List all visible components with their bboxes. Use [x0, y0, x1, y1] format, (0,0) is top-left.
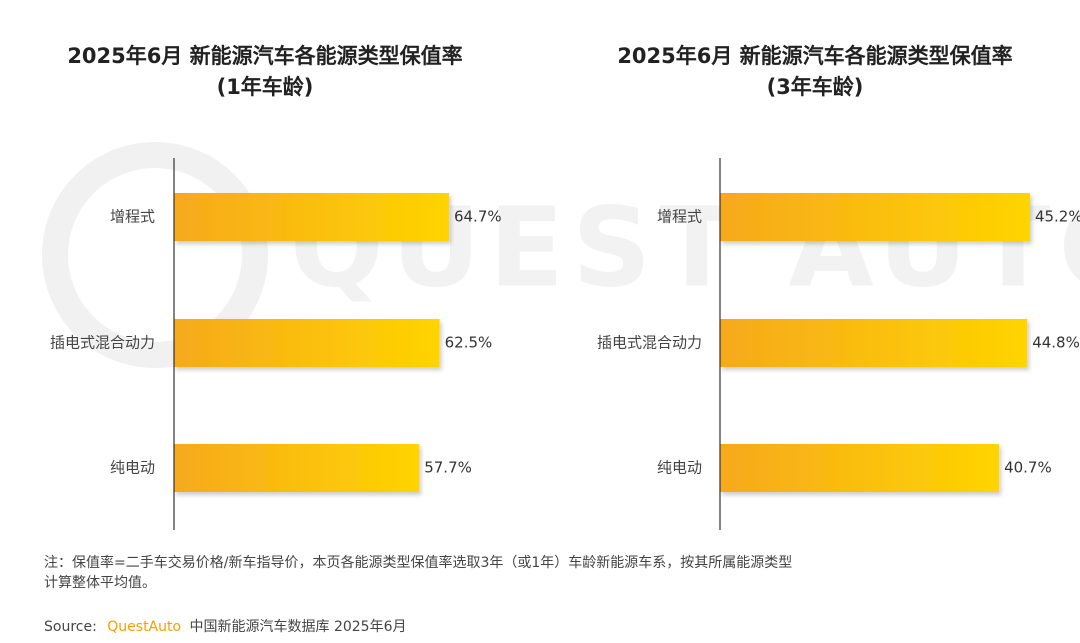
- watermark-logo: [42, 142, 268, 368]
- chart-title: 2025年6月 新能源汽车各能源类型保值率: [67, 44, 462, 68]
- category-label: 增程式: [657, 208, 702, 226]
- value-label: 57.7%: [424, 459, 472, 477]
- category-label: 增程式: [110, 208, 155, 226]
- value-label: 40.7%: [1004, 459, 1052, 477]
- note: 计算整体平均值。: [44, 575, 156, 591]
- source-text: 中国新能源汽车数据库 2025年6月: [190, 618, 407, 635]
- value-label: 62.5%: [445, 334, 493, 352]
- value-label: 44.8%: [1032, 334, 1080, 352]
- value-label: 64.7%: [454, 208, 502, 226]
- bar: [174, 319, 440, 367]
- bar: [720, 444, 1000, 492]
- chart-subtitle: (3年车龄): [767, 75, 864, 99]
- source: Source: QuestAuto 中国新能源汽车数据库 2025年6月: [44, 618, 407, 635]
- chart-subtitle: (1年车龄): [217, 75, 314, 99]
- category-label: 纯电动: [110, 459, 155, 477]
- bar: [174, 444, 420, 492]
- bar: [720, 193, 1030, 241]
- bar: [174, 193, 449, 241]
- bar: [720, 319, 1028, 367]
- category-label: 插电式混合动力: [597, 334, 702, 352]
- note: 注：保值率=二手车交易价格/新车指导价，本页各能源类型保值率选取3年（或1年）车…: [44, 554, 792, 571]
- chart-title: 2025年6月 新能源汽车各能源类型保值率: [617, 44, 1012, 68]
- source-brand: QuestAuto: [107, 619, 181, 635]
- category-label: 纯电动: [657, 459, 702, 477]
- source-label: Source:: [44, 619, 97, 635]
- value-label: 45.2%: [1035, 208, 1080, 226]
- category-label: 插电式混合动力: [50, 334, 155, 352]
